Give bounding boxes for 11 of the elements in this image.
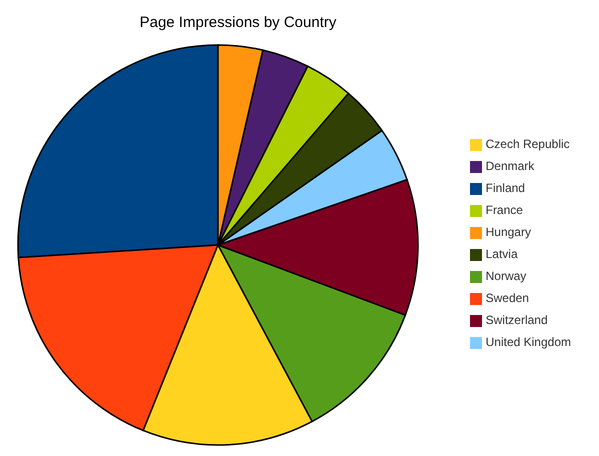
legend-label: Finland: [486, 181, 525, 195]
legend-label: Hungary: [486, 225, 531, 239]
legend-label: Switzerland: [486, 313, 548, 327]
legend-label: Denmark: [486, 159, 534, 173]
legend-label: United Kingdom: [486, 335, 571, 349]
legend-label: Latvia: [486, 247, 518, 261]
legend-label: Sweden: [486, 291, 529, 305]
legend-label: France: [486, 203, 523, 217]
chart-title: Page Impressions by Country: [138, 13, 338, 33]
legend-label: Norway: [486, 269, 526, 283]
legend-label: Czech Republic: [486, 137, 570, 151]
